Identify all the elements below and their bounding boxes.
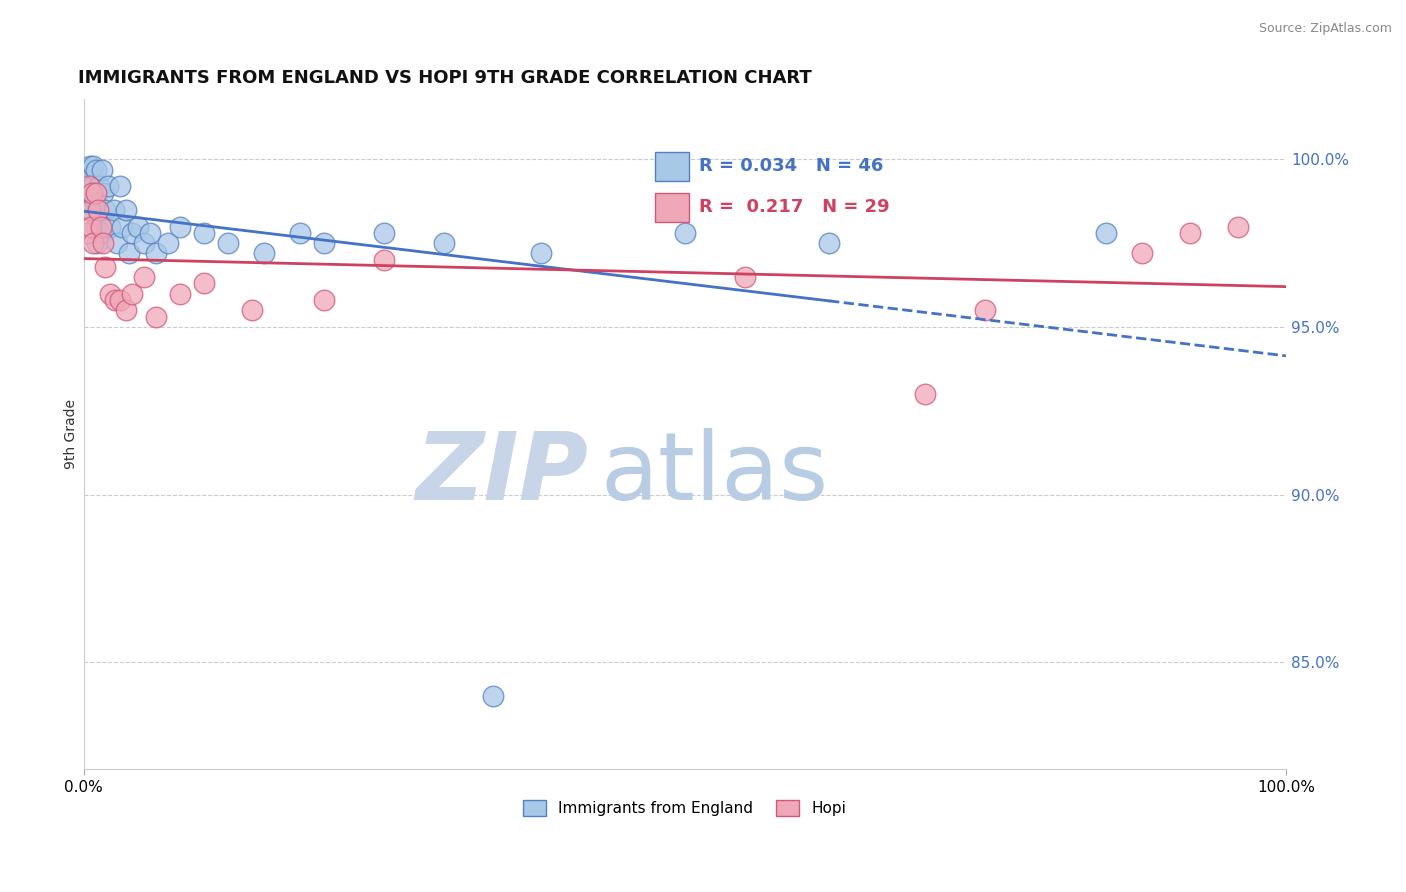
Point bbox=[82, 169, 104, 184]
Point bbox=[104, 293, 127, 308]
Point bbox=[121, 286, 143, 301]
Point bbox=[193, 226, 215, 240]
Point bbox=[87, 202, 110, 217]
Point bbox=[86, 236, 108, 251]
Point bbox=[115, 303, 138, 318]
Point bbox=[79, 202, 101, 217]
Text: R = 0.034   N = 46: R = 0.034 N = 46 bbox=[699, 157, 883, 176]
Point bbox=[79, 159, 101, 173]
Point bbox=[734, 269, 756, 284]
Text: ZIP: ZIP bbox=[416, 428, 589, 520]
Point bbox=[80, 219, 103, 234]
Point bbox=[90, 162, 112, 177]
Point bbox=[90, 226, 112, 240]
Point bbox=[94, 202, 117, 217]
Point bbox=[97, 179, 120, 194]
Point bbox=[84, 186, 107, 200]
Point bbox=[77, 162, 100, 177]
Bar bbox=[655, 194, 689, 222]
Y-axis label: 9th Grade: 9th Grade bbox=[65, 400, 79, 469]
Point bbox=[91, 186, 114, 200]
Point bbox=[914, 387, 936, 401]
Point bbox=[76, 226, 98, 240]
Point bbox=[80, 202, 103, 217]
Point bbox=[132, 236, 155, 251]
Point bbox=[121, 226, 143, 240]
Point bbox=[314, 236, 336, 251]
Point bbox=[433, 236, 456, 251]
Point bbox=[89, 179, 111, 194]
Point bbox=[818, 236, 841, 251]
Point bbox=[127, 219, 149, 234]
Point bbox=[1094, 226, 1116, 240]
Text: R =  0.217   N = 29: R = 0.217 N = 29 bbox=[699, 198, 890, 217]
Point bbox=[288, 226, 311, 240]
Text: Source: ZipAtlas.com: Source: ZipAtlas.com bbox=[1258, 22, 1392, 36]
Bar bbox=[655, 153, 689, 181]
Point bbox=[1178, 226, 1201, 240]
Point bbox=[673, 226, 696, 240]
Point bbox=[111, 219, 134, 234]
Point bbox=[82, 186, 104, 200]
Point bbox=[94, 260, 117, 274]
Point bbox=[82, 159, 104, 173]
Point bbox=[84, 219, 107, 234]
Point bbox=[118, 246, 141, 260]
Point bbox=[974, 303, 997, 318]
Point bbox=[529, 246, 551, 260]
Point bbox=[481, 689, 503, 703]
Point bbox=[91, 236, 114, 251]
Point bbox=[240, 303, 263, 318]
Text: atlas: atlas bbox=[600, 428, 830, 520]
Point bbox=[1226, 219, 1249, 234]
Point bbox=[76, 169, 98, 184]
Point bbox=[90, 219, 112, 234]
Point bbox=[77, 179, 100, 194]
Point bbox=[373, 226, 395, 240]
Point bbox=[83, 193, 105, 207]
Point bbox=[156, 236, 179, 251]
Point bbox=[145, 246, 167, 260]
Point bbox=[193, 277, 215, 291]
Point bbox=[108, 179, 131, 194]
Point bbox=[80, 186, 103, 200]
Point bbox=[115, 202, 138, 217]
Point bbox=[98, 219, 121, 234]
Point bbox=[373, 252, 395, 267]
Point bbox=[84, 162, 107, 177]
Point bbox=[82, 179, 104, 194]
Point bbox=[169, 219, 191, 234]
Point bbox=[103, 202, 125, 217]
Point bbox=[82, 236, 104, 251]
Point bbox=[145, 310, 167, 324]
Text: IMMIGRANTS FROM ENGLAND VS HOPI 9TH GRADE CORRELATION CHART: IMMIGRANTS FROM ENGLAND VS HOPI 9TH GRAD… bbox=[77, 69, 811, 87]
Point bbox=[139, 226, 162, 240]
Point bbox=[314, 293, 336, 308]
Point bbox=[108, 293, 131, 308]
Point bbox=[98, 286, 121, 301]
Point bbox=[1130, 246, 1153, 260]
Point bbox=[217, 236, 239, 251]
Point bbox=[132, 269, 155, 284]
Point bbox=[87, 202, 110, 217]
Point bbox=[253, 246, 276, 260]
Point bbox=[107, 236, 129, 251]
Point bbox=[79, 176, 101, 190]
Legend: Immigrants from England, Hopi: Immigrants from England, Hopi bbox=[517, 794, 852, 822]
Point bbox=[169, 286, 191, 301]
